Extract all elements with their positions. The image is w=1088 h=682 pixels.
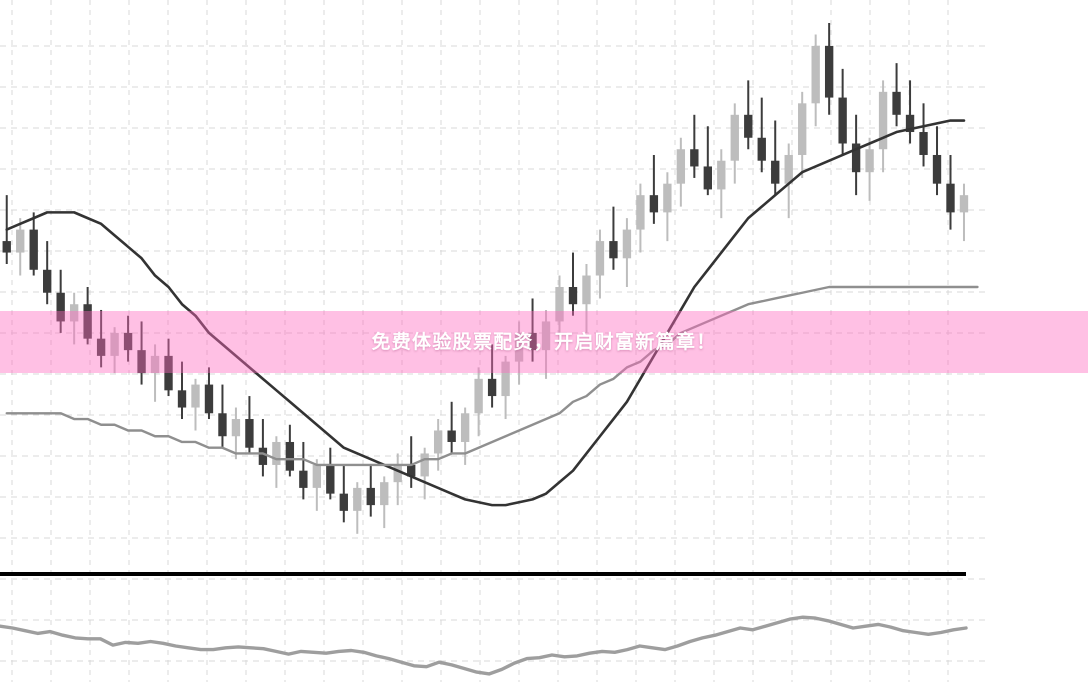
candlestick-series — [2, 22, 969, 534]
promo-banner-text: 免费体验股票配资，开启财富新篇章！ — [371, 331, 717, 353]
indicator-series — [0, 615, 968, 676]
moving-average-lines — [5, 119, 979, 507]
chart-gridlines — [0, 0, 986, 682]
promo-banner[interactable]: 免费体验股票配资，开启财富新篇章！ — [0, 311, 1088, 373]
